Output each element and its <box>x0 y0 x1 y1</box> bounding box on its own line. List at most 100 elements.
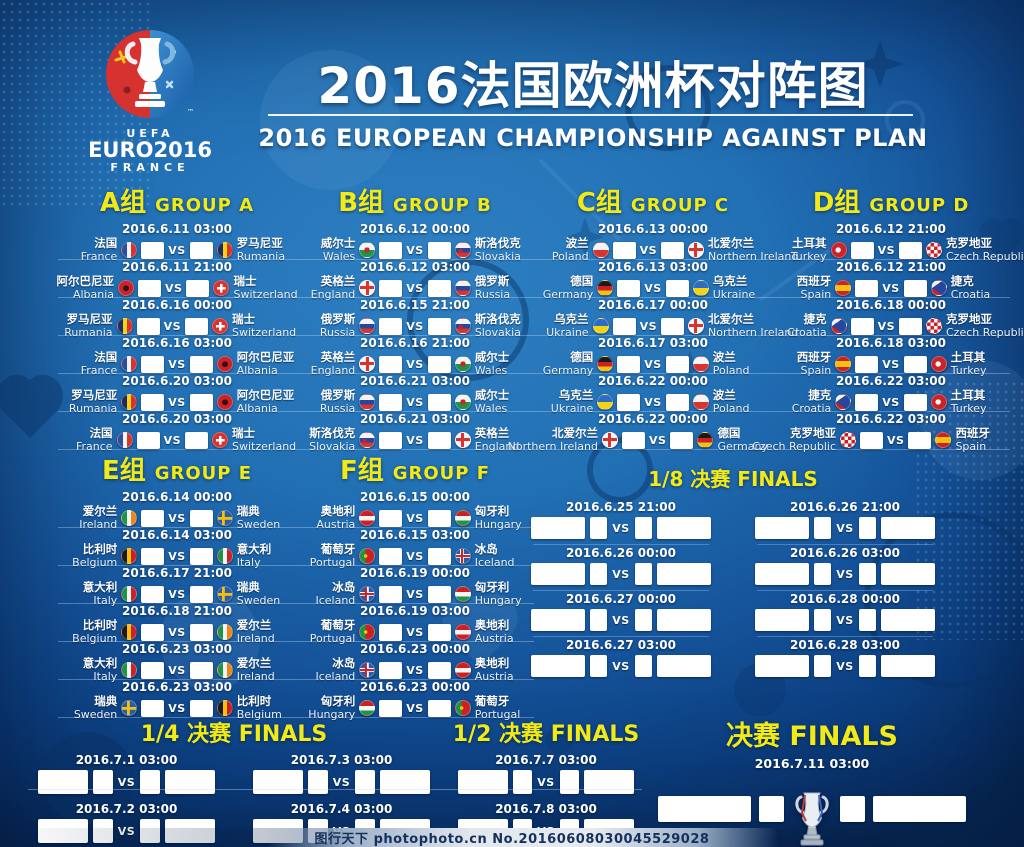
score-box <box>617 393 641 411</box>
score-box <box>141 585 165 603</box>
away-team: 奥地利 Austria <box>475 619 534 644</box>
score-box <box>903 393 927 411</box>
match-datetime: 2016.6.23 03:00 <box>122 642 232 656</box>
logo-uefa-text: UEFA <box>126 127 174 140</box>
score-box <box>427 355 451 373</box>
match: 2016.6.23 00:00 冰岛 Iceland VS 奥地利 Austria <box>296 642 534 683</box>
team-name-cn: 匈牙利 <box>474 580 510 594</box>
match: 2016.6.15 03:00 葡萄牙 Portugal VS 冰岛 Iceland <box>296 528 534 568</box>
flag-ch-icon <box>212 318 228 334</box>
match: 2016.6.17 00:00 乌克兰 Ukraine VS 北爱尔兰 Northern … <box>534 298 798 338</box>
match-datetime: 2016.6.14 03:00 <box>122 528 232 542</box>
vs-label: VS <box>332 775 351 789</box>
flag-al-icon <box>118 280 135 296</box>
vs-label: VS <box>612 613 630 627</box>
match: 2016.6.12 21:00 西班牙 Spain VS 捷克 Croatia <box>772 260 1010 300</box>
score-box <box>379 279 403 297</box>
team-box <box>880 563 935 585</box>
match-datetime: 2016.6.17 21:00 <box>122 566 232 580</box>
vs-label: VS <box>406 625 424 639</box>
score-box <box>855 393 879 411</box>
score-box <box>427 279 451 297</box>
vs-label: VS <box>168 663 186 677</box>
home-team: 西班牙 Spain <box>772 351 832 376</box>
score-box <box>759 796 784 822</box>
score-box <box>590 517 608 539</box>
flag-cro-icon <box>926 318 942 334</box>
flag-hun-icon <box>454 586 471 602</box>
team-name-cn: 瑞典 <box>236 504 260 518</box>
team-box <box>658 796 751 822</box>
flag-wal-icon <box>454 356 471 372</box>
team-name-cn: 瑞典 <box>236 580 260 594</box>
flag-isl-icon <box>359 586 376 602</box>
home-team: 西班牙 Spain <box>772 275 832 300</box>
team-name-en: Northern Ireland <box>507 440 598 453</box>
team-name-cn: 比利时 <box>82 542 118 556</box>
flag-pol-icon <box>692 394 709 410</box>
team-name-cn: 意大利 <box>82 656 118 670</box>
score-box <box>427 661 451 679</box>
home-team: 法国 France <box>58 351 118 376</box>
score-box <box>379 585 403 603</box>
team-name-en: Switzerland <box>232 326 297 339</box>
vs-label: VS <box>649 433 667 447</box>
team-name-cn: 英格兰 <box>474 426 510 440</box>
score-box <box>379 393 403 411</box>
flag-rus-icon <box>359 394 376 410</box>
score-box <box>612 241 636 259</box>
team-name-en: Hungary <box>308 708 356 721</box>
away-team: 德国 Germany <box>717 427 772 452</box>
team-name-cn: 阿尔巴尼亚 <box>56 274 115 288</box>
away-team: 土耳其 Turkey <box>951 389 1010 414</box>
away-team: 英格兰 England <box>474 426 534 452</box>
vs-label: VS <box>163 433 181 447</box>
team-name-en: Austria <box>474 670 514 683</box>
home-team: 意大利 Italy <box>58 656 118 682</box>
vs-label: VS <box>836 567 854 581</box>
score-box <box>559 770 579 794</box>
team-name-cn: 意大利 <box>236 542 272 556</box>
score-box <box>617 355 641 373</box>
team-name-cn: 威尔士 <box>320 236 356 250</box>
team-name-en: Ukraine <box>550 402 594 415</box>
home-team: 土耳其 Turkey <box>772 237 827 262</box>
score-box <box>427 699 451 717</box>
away-team: 意大利 Italy <box>236 542 296 568</box>
match-datetime: 2016.6.18 03:00 <box>836 336 946 350</box>
match-row: 法国 France VS 罗马尼亚 Rumania <box>58 237 296 262</box>
final-section: 决赛 FINALS 2016.7.11 03:00 <box>650 714 974 846</box>
away-team: 瑞士 Switzerland <box>232 427 296 452</box>
team-box <box>755 517 810 539</box>
flag-fr-icon <box>121 242 138 258</box>
match-row: 土耳其 Turkey VS 克罗地亚 Czech Republic <box>772 237 1024 262</box>
flag-tur-icon <box>930 394 947 410</box>
group-title-en: GROUP B <box>393 195 492 216</box>
team-name-en: Northern Ireland <box>708 326 799 339</box>
group-d-section: D组 GROUP D 2016.6.12 21:00 土耳其 Turkey VS 克罗地亚 C… <box>752 182 1024 452</box>
knockout-match: 2016.6.26 00:00 VS <box>531 545 711 591</box>
home-team: 匈牙利 Hungary <box>296 695 356 721</box>
poster-title-en: 2016 EUROPEAN CHAMPIONSHIP AGAINST PLAN <box>258 124 928 152</box>
flag-ger-icon <box>597 280 614 296</box>
match-datetime: 2016.6.28 03:00 <box>790 638 900 652</box>
score-box <box>634 609 652 631</box>
team-box <box>873 796 966 822</box>
flag-nir-icon <box>688 242 704 258</box>
score-box <box>189 699 213 717</box>
flag-ita-icon <box>121 586 138 602</box>
score-box <box>379 547 403 565</box>
match-datetime: 2016.6.19 00:00 <box>360 566 470 580</box>
flag-ukr-icon <box>592 318 609 334</box>
vs-label: VS <box>406 357 424 371</box>
away-team: 乌克兰 Ukraine <box>713 275 772 300</box>
team-name-en: Poland <box>712 402 750 415</box>
team-name-en: England <box>310 288 356 301</box>
match: 2016.6.22 00:00 乌克兰 Ukraine VS 波兰 Poland <box>534 374 772 415</box>
match-datetime: 2016.6.27 00:00 <box>566 592 676 606</box>
team-name-cn: 瑞士 <box>233 274 257 288</box>
vs-label: VS <box>406 319 424 333</box>
score-box <box>189 547 213 565</box>
group-c-section: C组 GROUP C 2016.6.13 00:00 波兰 Poland VS 北爱尔兰 No… <box>508 182 799 452</box>
match-row: VS <box>531 609 711 631</box>
